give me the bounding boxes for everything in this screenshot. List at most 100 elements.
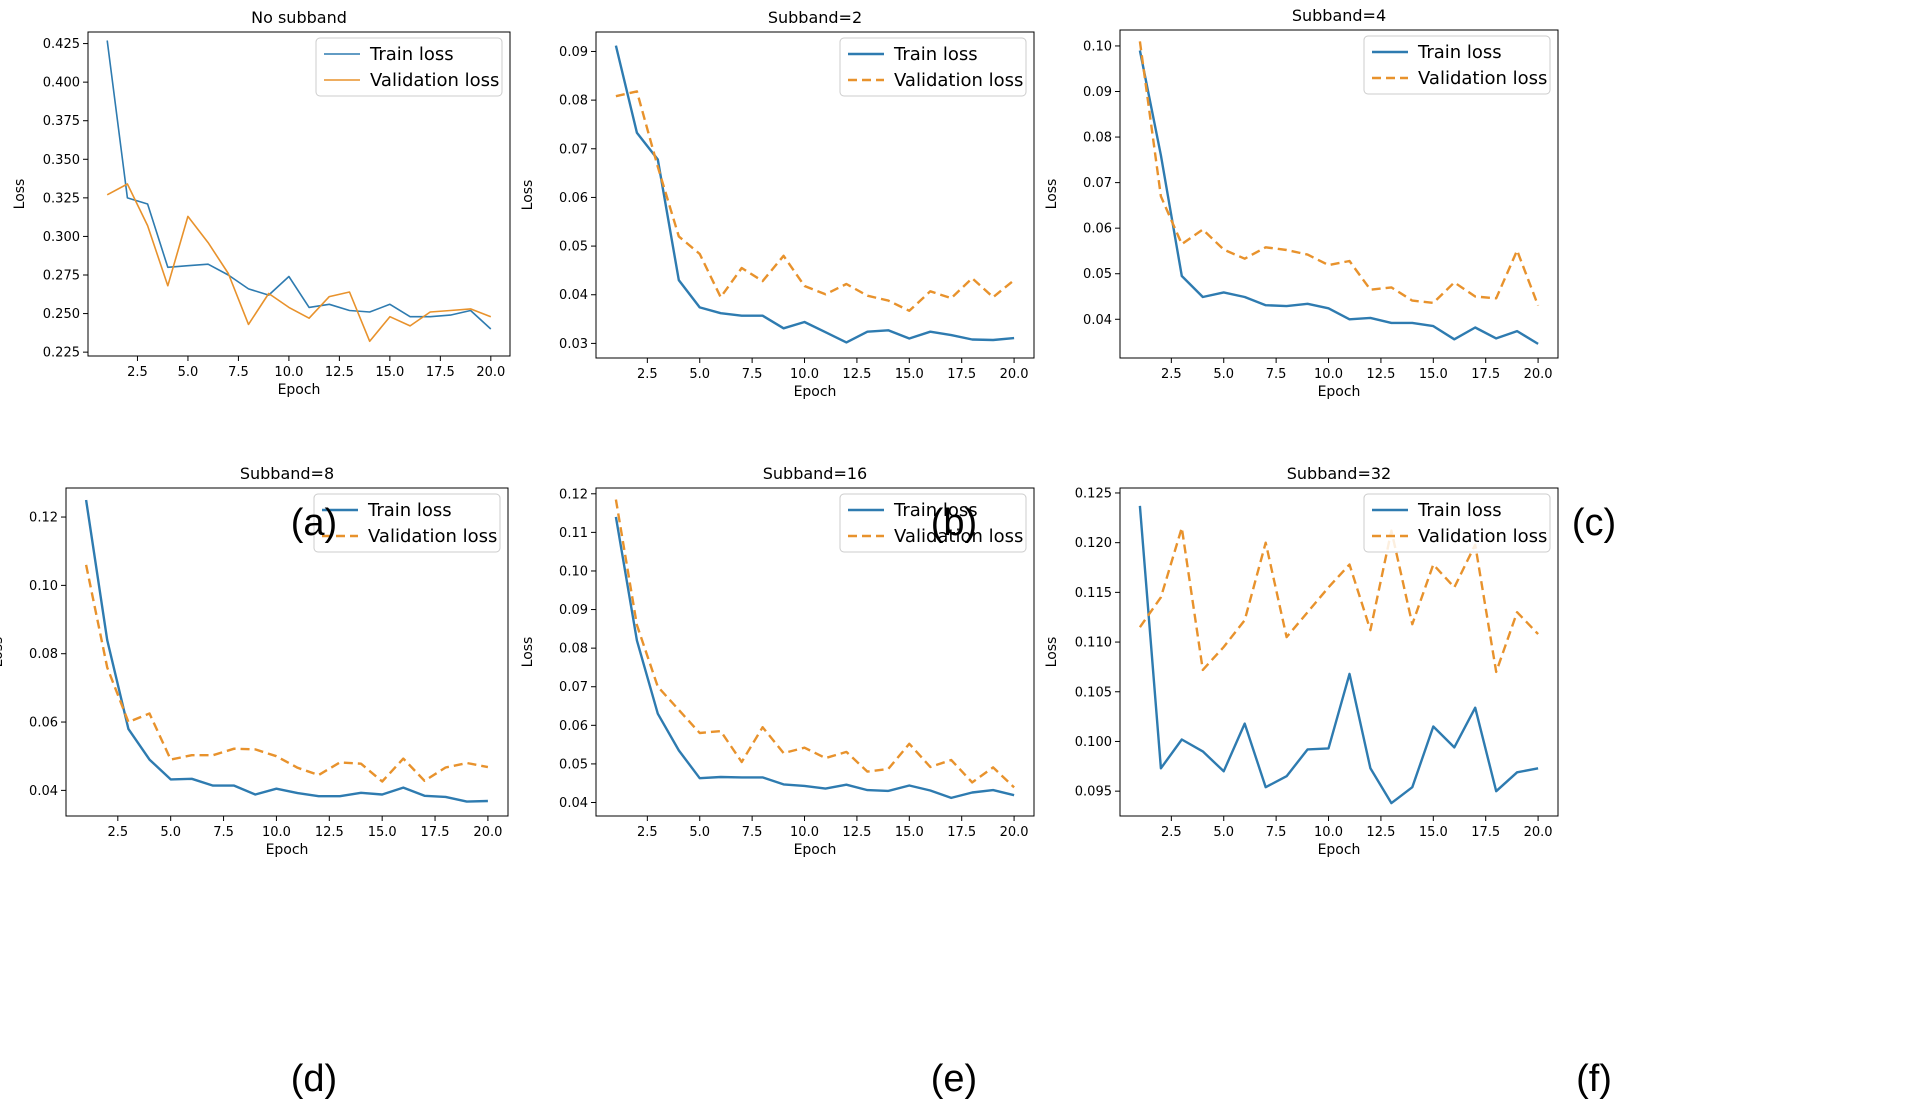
panel-f-label: (f) [1576,1058,1612,1100]
panel-c-train-line [1138,50,1539,345]
panel-a-ytick-label: 0.225 [43,346,80,361]
panel-f-ytick-label: 0.120 [1075,536,1112,551]
panel-f-ytick-label: 0.100 [1075,735,1112,750]
panel-d-ytick-label: 0.04 [29,784,58,799]
panel-a-title: No subband [251,8,347,27]
panel-b-ytick-label: 0.04 [559,288,588,303]
panel-e-ylabel: Loss [520,637,536,668]
panel-a-ytick-label: 0.375 [43,114,80,129]
panel-c-legend [1363,35,1551,95]
panel-c-ytick-label: 0.09 [1083,85,1112,100]
panel-f-legend-train-label: Train loss [1417,500,1502,521]
panel-a-train-line [106,40,492,330]
panel-a-xtick-label: 10.0 [274,365,303,380]
panel-b-train-line [614,45,1015,344]
panel-c-label: (c) [1571,502,1617,544]
panel-f-legend-validation-label: Validation loss [1418,526,1547,547]
panel-d-xtick-label: 2.5 [107,825,128,840]
panel-c-ytick-label: 0.05 [1083,267,1112,282]
panel-a-legend-validation-label: Validation loss [370,70,499,91]
panel-e-ytick-label: 0.06 [559,719,588,734]
panel-c-validation-line [1138,41,1540,307]
panel-d-ytick-label: 0.06 [29,716,58,731]
panel-f-train-line [1138,505,1539,805]
panel-d-ytick-label: 0.08 [29,647,58,662]
panel-f-chart: Subband=32 2.5 5.0 7.5 10.0 12.5 15.0 17.5 20.0 0… [1044,464,1559,858]
panel-a-xtick-label: 5.0 [178,365,199,380]
panel-e-ytick-label: 0.08 [559,642,588,657]
panel-a-ytick-label: 0.400 [43,76,80,91]
panel-c-xtick-label: 2.5 [1161,367,1182,382]
panel-d-xtick-label: 20.0 [473,825,502,840]
panel-d-legend-train-label: Train loss [367,500,452,521]
panel-d-train-line [84,499,488,803]
panel-b-xtick-label: 5.0 [689,367,710,382]
panel-f-title: Subband=32 [1287,464,1391,483]
panel-d-xtick-label: 15.0 [368,825,397,840]
panel-b-ytick-label: 0.05 [559,240,588,255]
panel-d-ylabel: Loss [0,637,6,668]
panel-a-legend-train-label: Train loss [369,44,454,65]
panel-a-ytick-label: 0.425 [43,37,80,52]
panel-a-xtick-label: 7.5 [228,365,249,380]
panel-e-label: (e) [930,1058,978,1100]
panel-d-ytick-label: 0.12 [29,511,58,526]
panel-a-xtick-label: 17.5 [426,365,455,380]
panel-b-label: (b) [930,502,978,544]
panel-a-ylabel: Loss [12,179,28,210]
panel-e-ytick-label: 0.07 [559,680,588,695]
panel-b-ytick-label: 0.06 [559,191,588,206]
panel-f-ylabel: Loss [1044,637,1060,668]
panel-b-title: Subband=2 [768,8,862,27]
panel-c-legend-train-label: Train loss [1417,42,1502,63]
panel-f-validation-line [1138,526,1539,674]
panel-e-xtick-label: 20.0 [1000,825,1029,840]
panel-d-xtick-label: 5.0 [160,825,181,840]
panel-c-legend-validation-label: Validation loss [1418,68,1547,89]
panel-c-xtick-label: 17.5 [1471,367,1500,382]
panel-a-xtick-label: 15.0 [375,365,404,380]
panel-e-chart: Subband=16 2.5 5.0 7.5 10.0 12.5 15.0 17.5 20.0 0… [520,464,1035,858]
panel-b-axes-frame [595,31,1035,359]
panel-f-xtick-label: 5.0 [1213,825,1234,840]
panel-d-xtick-label: 7.5 [213,825,234,840]
panel-e-title: Subband=16 [763,464,867,483]
panel-e-xtick-label: 17.5 [947,825,976,840]
panel-c-xtick-label: 5.0 [1213,367,1234,382]
panel-d-xtick-label: 10.0 [262,825,291,840]
panel-d-label: (d) [290,1058,338,1100]
panel-f-xtick-label: 20.0 [1524,825,1553,840]
panel-c-ytick-label: 0.06 [1083,222,1112,237]
panel-a-ytick-label: 0.250 [43,307,80,322]
panel-c-xtick-label: 10.0 [1314,367,1343,382]
panel-f-xlabel: Epoch [1318,842,1361,858]
panel-a-chart: No subband 2.5 5.0 7.5 10.0 12.5 15.0 17.5 20.0 0… [12,8,511,398]
panel-b-legend-validation-label: Validation loss [894,70,1023,91]
panel-f-ytick-label: 0.110 [1075,636,1112,651]
panel-c-xtick-label: 7.5 [1266,367,1287,382]
panel-e-axes-frame [595,487,1035,817]
panel-b-xtick-label: 7.5 [742,367,763,382]
panel-b-validation-line [615,90,1015,312]
panel-b-xlabel: Epoch [794,384,837,400]
panel-a-axes-frame [87,31,511,357]
panel-b-xtick-label: 17.5 [947,367,976,382]
panel-d-axes-frame [65,487,509,817]
panel-d-xtick-label: 12.5 [315,825,344,840]
panel-d-xlabel: Epoch [266,842,309,858]
panel-c-ytick-label: 0.07 [1083,176,1112,191]
panel-c-xlabel: Epoch [1318,384,1361,400]
panel-c-xtick-label: 12.5 [1366,367,1395,382]
panel-f-xtick-label: 10.0 [1314,825,1343,840]
panel-b-xtick-label: 12.5 [842,367,871,382]
panel-f-xtick-label: 2.5 [1161,825,1182,840]
panel-d-xtick-label: 17.5 [421,825,450,840]
panel-e-train-line [614,516,1015,800]
panel-a-ytick-label: 0.275 [43,269,80,284]
panel-a-ytick-label: 0.350 [43,153,80,168]
panel-c-axes-frame [1119,29,1559,359]
panel-e-ytick-label: 0.09 [559,603,588,618]
panel-f-axes-frame [1119,487,1559,817]
panel-a-label: (a) [290,502,338,544]
